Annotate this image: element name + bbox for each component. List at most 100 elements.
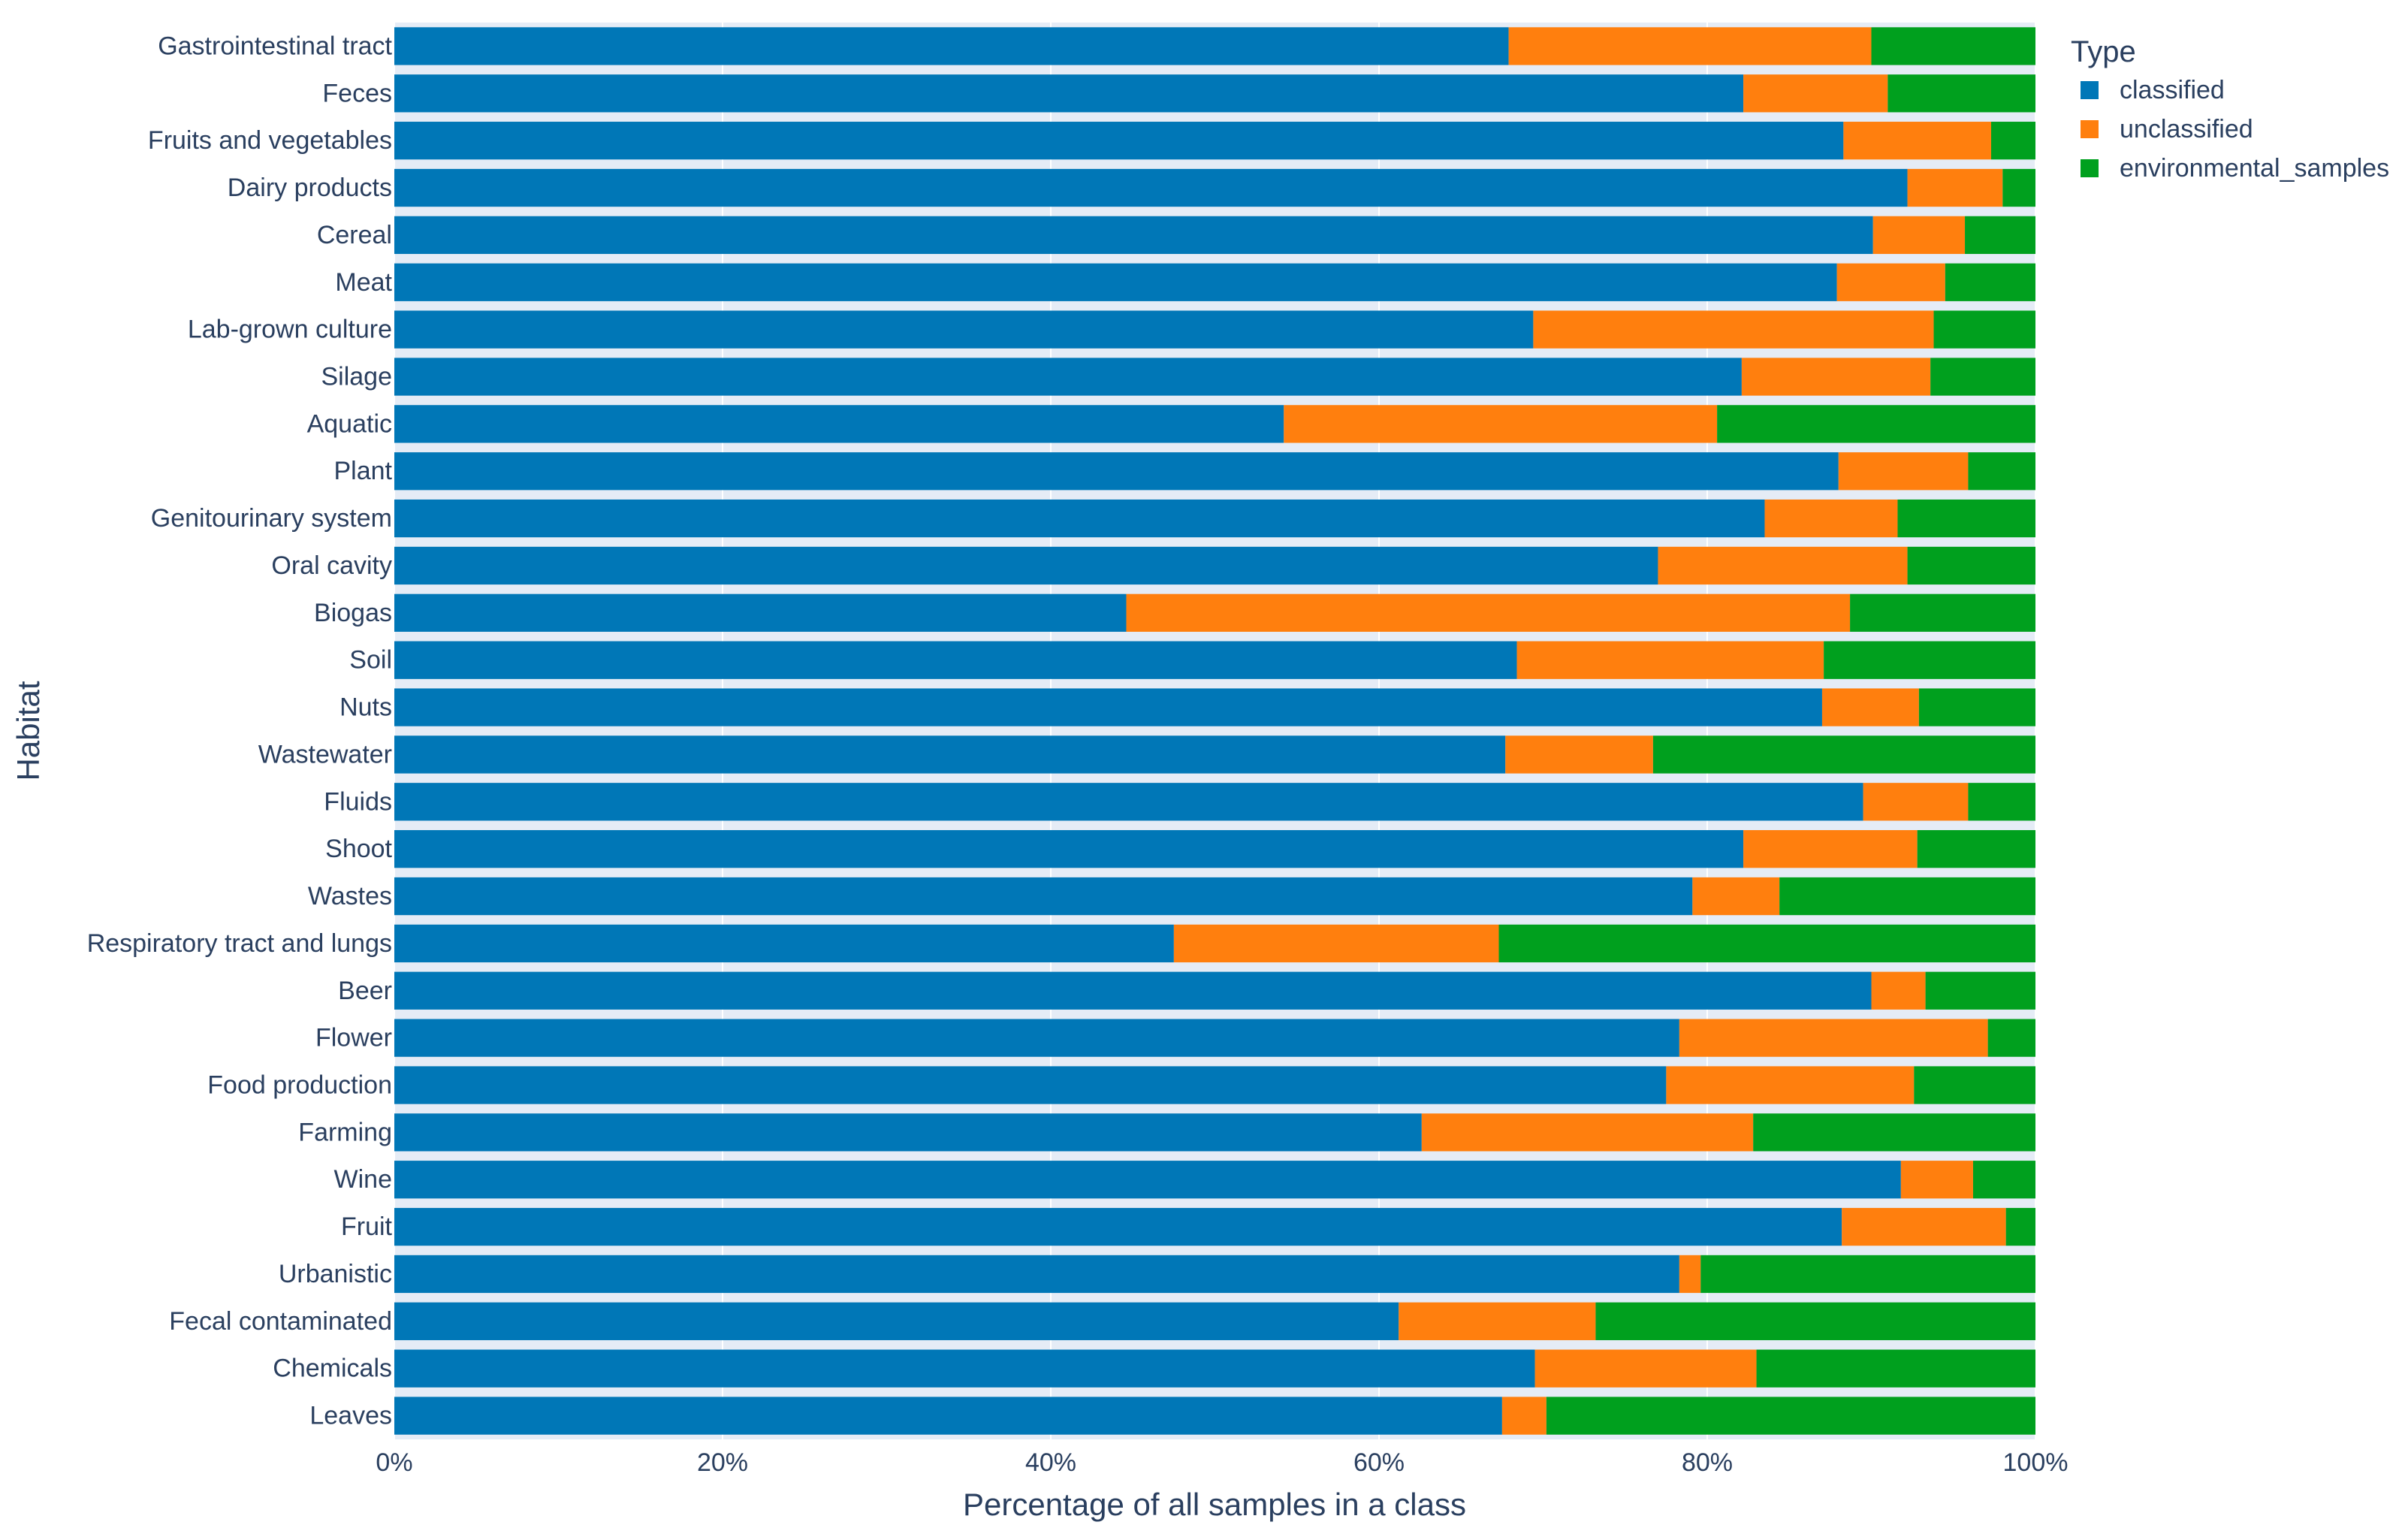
y-tick-label: Nuts (339, 693, 392, 722)
y-tick-label: Shoot (325, 835, 392, 863)
bar-shoot-unclassified (1743, 830, 1918, 868)
legend: Type classified unclassified environmental… (2071, 35, 2389, 183)
legend-label-unclassified[interactable]: unclassified (2120, 115, 2253, 143)
bar-dairy-products-classified (394, 168, 1908, 207)
y-tick-label: Urbanistic (279, 1260, 392, 1288)
y-tick-label: Fluids (324, 787, 392, 816)
y-tick-label: Oral cavity (271, 551, 392, 580)
x-tick-label: 60% (1353, 1448, 1405, 1477)
bar-fecal-contaminated-unclassified (1399, 1302, 1596, 1340)
bar-meat-environmental-samples (1945, 263, 2035, 301)
bar-fecal-contaminated-environmental-samples (1595, 1302, 2035, 1340)
y-tick-label: Beer (338, 977, 392, 1005)
bar-beer-environmental-samples (1925, 971, 2035, 1010)
bar-oral-cavity-unclassified (1658, 546, 1908, 585)
y-tick-label: Soil (349, 646, 392, 675)
legend-label-classified[interactable]: classified (2120, 76, 2225, 104)
y-tick-label: Wastewater (258, 740, 392, 769)
bar-flower-classified (394, 1019, 1679, 1057)
y-tick-label: Aquatic (307, 409, 392, 438)
bar-flower-environmental-samples (1987, 1019, 2035, 1057)
legend-label-environmental-samples[interactable]: environmental_samples (2120, 154, 2389, 183)
bar-wastewater-classified (394, 735, 1506, 774)
legend-swatch-unclassified[interactable] (2081, 120, 2099, 138)
bar-genitourinary-system-environmental-samples (1897, 499, 2035, 538)
bar-aquatic-unclassified (1284, 405, 1718, 443)
x-tick-label: 40% (1025, 1448, 1076, 1477)
legend-swatch-classified[interactable] (2081, 81, 2099, 99)
bar-soil-unclassified (1516, 641, 1824, 679)
bar-cereal-environmental-samples (1965, 216, 2035, 255)
bar-respiratory-tract-and-lungs-classified (394, 924, 1174, 963)
x-axis-title: Percentage of all samples in a class (963, 1487, 1466, 1522)
legend-swatch-environmental-samples[interactable] (2081, 159, 2099, 177)
bar-silage-classified (394, 358, 1742, 396)
bar-soil-classified (394, 641, 1517, 679)
y-tick-label: Flower (315, 1024, 392, 1052)
y-tick-label: Meat (335, 268, 392, 297)
bar-fecal-contaminated-classified (394, 1302, 1399, 1340)
bar-urbanistic-environmental-samples (1700, 1255, 2035, 1294)
bar-fluids-environmental-samples (1968, 783, 2035, 821)
bar-dairy-products-environmental-samples (2002, 168, 2035, 207)
plot-background (394, 23, 2035, 1439)
y-tick-label: Cereal (317, 221, 392, 249)
y-tick-label: Dairy products (228, 174, 392, 202)
bars (394, 27, 2035, 1435)
bar-wastes-unclassified (1692, 877, 1780, 916)
bar-lab-grown-culture-environmental-samples (1933, 310, 2035, 349)
bar-wastewater-environmental-samples (1652, 735, 2035, 774)
y-tick-label: Chemicals (273, 1354, 392, 1383)
bar-respiratory-tract-and-lungs-unclassified (1173, 924, 1499, 963)
y-tick-label: Lab-grown culture (188, 316, 392, 344)
bar-beer-unclassified (1871, 971, 1926, 1010)
bar-farming-unclassified (1421, 1113, 1754, 1152)
y-tick-label: Leaves (309, 1402, 392, 1430)
bar-plant-unclassified (1838, 452, 1969, 491)
y-tick-label: Farming (298, 1118, 392, 1146)
bar-flower-unclassified (1679, 1019, 1988, 1057)
bar-shoot-classified (394, 830, 1744, 868)
bar-fruits-and-vegetables-unclassified (1843, 122, 1992, 160)
bar-wastes-environmental-samples (1779, 877, 2035, 916)
bar-fluids-classified (394, 783, 1863, 821)
y-tick-label: Genitourinary system (151, 504, 392, 533)
x-tick-label: 0% (376, 1448, 412, 1477)
bar-leaves-classified (394, 1397, 1502, 1435)
bar-lab-grown-culture-classified (394, 310, 1534, 349)
bar-respiratory-tract-and-lungs-environmental-samples (1498, 924, 2035, 963)
bar-food-production-unclassified (1666, 1066, 1915, 1104)
bar-biogas-classified (394, 593, 1127, 632)
bar-cereal-unclassified (1872, 216, 1966, 255)
bar-food-production-classified (394, 1066, 1667, 1104)
y-axis-title: Habitat (11, 681, 46, 781)
y-tick-label: Plant (334, 457, 393, 485)
bar-genitourinary-system-classified (394, 499, 1765, 538)
bar-nuts-classified (394, 688, 1822, 726)
bar-oral-cavity-classified (394, 546, 1658, 585)
bar-wine-unclassified (1900, 1161, 1973, 1199)
bar-chemicals-classified (394, 1349, 1535, 1388)
bar-shoot-environmental-samples (1917, 830, 2035, 868)
bar-biogas-environmental-samples (1850, 593, 2035, 632)
bar-meat-classified (394, 263, 1837, 301)
bar-fruit-unclassified (1842, 1207, 2006, 1246)
legend-title: Type (2071, 35, 2136, 68)
bar-gastrointestinal-tract-environmental-samples (1871, 27, 2035, 65)
bar-urbanistic-classified (394, 1255, 1679, 1294)
bar-feces-unclassified (1743, 74, 1888, 113)
bar-chemicals-unclassified (1534, 1349, 1757, 1388)
bar-feces-environmental-samples (1887, 74, 2035, 113)
bar-beer-classified (394, 971, 1872, 1010)
bar-biogas-unclassified (1126, 593, 1851, 632)
x-tick-label: 20% (697, 1448, 748, 1477)
bar-aquatic-classified (394, 405, 1284, 443)
y-tick-label: Wastes (308, 882, 392, 910)
y-tick-label: Fecal contaminated (169, 1307, 392, 1336)
bar-meat-unclassified (1836, 263, 1945, 301)
bar-soil-environmental-samples (1824, 641, 2035, 679)
bar-chemicals-environmental-samples (1756, 1349, 2035, 1388)
bar-leaves-environmental-samples (1546, 1397, 2035, 1435)
bar-wastewater-unclassified (1505, 735, 1653, 774)
